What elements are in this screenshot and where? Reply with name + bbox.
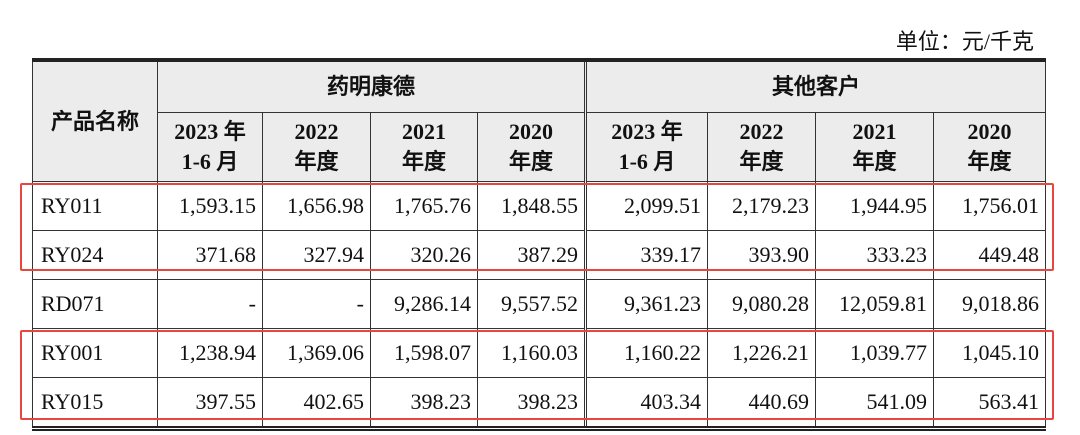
header-row: 产品名称 药明康德 其他客户 [32, 59, 1047, 182]
price-cell: 9,018.86 [933, 279, 1047, 329]
price-cell: 1,765.76 [370, 181, 478, 231]
data-row: RY024 371.68 327.94 320.26 387.29 339.17 393.9… [32, 230, 1047, 280]
price-cell: 9,080.28 [707, 279, 817, 329]
price-cell: 1,656.98 [262, 181, 371, 231]
column-header: 2021 年度 [815, 112, 935, 182]
price-table: 产品名称 药明康德 其他客户 2023 年 1-6 月 2022 年度 2021 年… [32, 58, 1047, 431]
data-row: RD071- -9,286.14 9,557.52 9,361.23 9,080.28 1… [32, 279, 1047, 329]
price-cell: 1,756.01 [933, 181, 1047, 231]
price-cell: 403.34 [584, 377, 709, 429]
price-cell: 440.69 [707, 377, 817, 429]
price-cell: 9,557.52 [476, 279, 587, 329]
price-cell: 2,179.23 [707, 181, 817, 231]
price-cell: 9,361.23 [584, 279, 709, 329]
price-cell: 1,598.07 [370, 328, 478, 378]
product-name: RY015 [32, 377, 158, 429]
price-cell: 402.65 [262, 377, 371, 429]
price-cell: 563.41 [933, 377, 1047, 429]
product-name: RY011 [32, 181, 158, 231]
group-header: 其他客户 [584, 59, 1047, 113]
column-header: 2023 年 1-6 月 [157, 112, 263, 182]
price-cell: 1,160.03 [476, 328, 587, 378]
price-cell: 9,286.14 [370, 279, 478, 329]
price-cell: 1,848.55 [476, 181, 587, 231]
price-cell: 1,039.77 [815, 328, 935, 378]
product-name: RY001 [32, 328, 158, 378]
column-header: 2020 年度 [476, 112, 587, 182]
product-name: RY024 [32, 230, 158, 280]
price-cell: 327.94 [262, 230, 371, 280]
price-cell: 2,099.51 [584, 181, 709, 231]
price-cell: 1,045.10 [933, 328, 1047, 378]
column-header: 2020 年度 [933, 112, 1047, 182]
data-row: RY015 397.55 402.65 398.23 398.23 403.34 440.6… [32, 377, 1047, 429]
price-cell: 387.29 [476, 230, 587, 280]
price-cell: 339.17 [584, 230, 709, 280]
price-cell: 1,226.21 [707, 328, 817, 378]
price-cell: 1,593.15 [157, 181, 263, 231]
unit-label: 单位：元/千克 [895, 29, 1034, 54]
price-cell: 397.55 [157, 377, 263, 429]
price-cell: 320.26 [370, 230, 478, 280]
price-cell: 393.90 [707, 230, 817, 280]
column-header: 2021 年度 [370, 112, 478, 182]
price-cell: 371.68 [157, 230, 263, 280]
product-name: RD071 [32, 279, 158, 329]
data-row: RY011 1,593.15 1,656.98 1,765.76 1,848.55 2,0… [32, 181, 1047, 231]
header-row: 2023 年 1-6 月 2022 年度 2021 年度 2020 年度 2023 年 … [33, 112, 1047, 182]
price-cell: 1,238.94 [157, 328, 263, 378]
column-header: 2022 年度 [707, 112, 817, 182]
price-cell: 398.23 [370, 377, 478, 429]
price-cell: 1,160.22 [584, 328, 709, 378]
price-cell: - [157, 279, 263, 329]
price-cell: 398.23 [476, 377, 587, 429]
group-header: 药明康德 [156, 59, 587, 113]
price-cell: 333.23 [815, 230, 935, 280]
price-cell: 12,059.81 [815, 279, 935, 329]
row-header: 产品名称 [32, 59, 158, 182]
price-cell: 541.09 [815, 377, 935, 429]
price-cell: - [262, 279, 371, 329]
column-header: 2023 年 1-6 月 [584, 112, 709, 182]
price-cell: 449.48 [933, 230, 1047, 280]
column-header: 2022 年度 [262, 112, 371, 182]
price-cell: 1,944.95 [815, 181, 935, 231]
data-row: RY001 1,238.94 1,369.06 1,598.07 1,160.03 1,1… [32, 328, 1047, 378]
price-cell: 1,369.06 [262, 328, 371, 378]
